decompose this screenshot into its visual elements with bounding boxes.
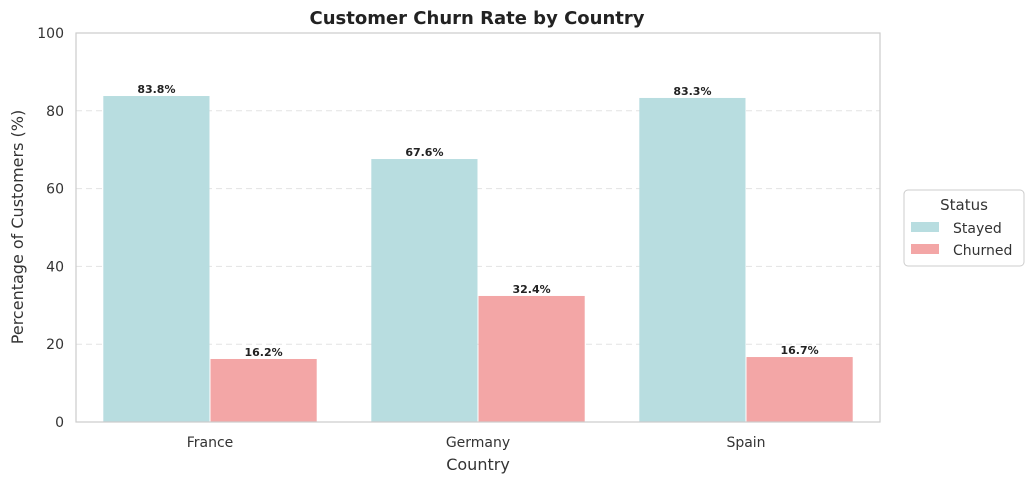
x-axis-ticks: France Germany Spain: [187, 435, 766, 451]
y-tick-label: 100: [37, 26, 64, 42]
y-tick-label: 60: [46, 182, 64, 198]
y-tick-label: 80: [46, 104, 64, 120]
bar-stayed-france: [103, 96, 210, 422]
data-label: 67.6%: [405, 146, 443, 159]
data-label: 83.3%: [673, 85, 711, 98]
y-tick-label: 20: [46, 337, 64, 353]
x-tick-label: Germany: [446, 435, 510, 451]
data-labels-group: 83.8% 16.2% 67.6% 32.4% 83.3% 16.7%: [137, 83, 818, 359]
chart-title: Customer Churn Rate by Country: [309, 8, 644, 29]
data-label: 32.4%: [513, 283, 551, 296]
x-axis-label: Country: [446, 455, 510, 474]
legend: Status Stayed Churned: [903, 189, 1025, 267]
legend-label-stayed: Stayed: [953, 221, 1002, 237]
legend-label-churned: Churned: [953, 243, 1012, 259]
bars-group: [103, 96, 853, 422]
bar-stayed-germany: [371, 159, 478, 422]
y-tick-label: 40: [46, 259, 64, 275]
y-axis-ticks: 0 20 40 60 80 100: [37, 26, 64, 431]
plot-frame: [75, 32, 881, 423]
bar-churned-germany: [478, 295, 585, 422]
data-label: 16.2%: [245, 346, 283, 359]
legend-swatch-churned: [911, 244, 939, 254]
data-label: 83.8%: [137, 83, 175, 96]
y-axis-label: Percentage of Customers (%): [8, 110, 27, 344]
bar-churned-france: [210, 358, 317, 422]
grid-lines: [76, 110, 880, 345]
x-tick-label: France: [187, 435, 234, 451]
bar-stayed-spain: [639, 97, 746, 422]
bar-churned-spain: [746, 357, 853, 422]
legend-title: Status: [940, 196, 988, 214]
legend-swatch-stayed: [911, 222, 939, 232]
y-tick-label: 0: [55, 415, 64, 431]
x-tick-label: Spain: [726, 435, 765, 451]
data-label: 16.7%: [781, 344, 819, 357]
